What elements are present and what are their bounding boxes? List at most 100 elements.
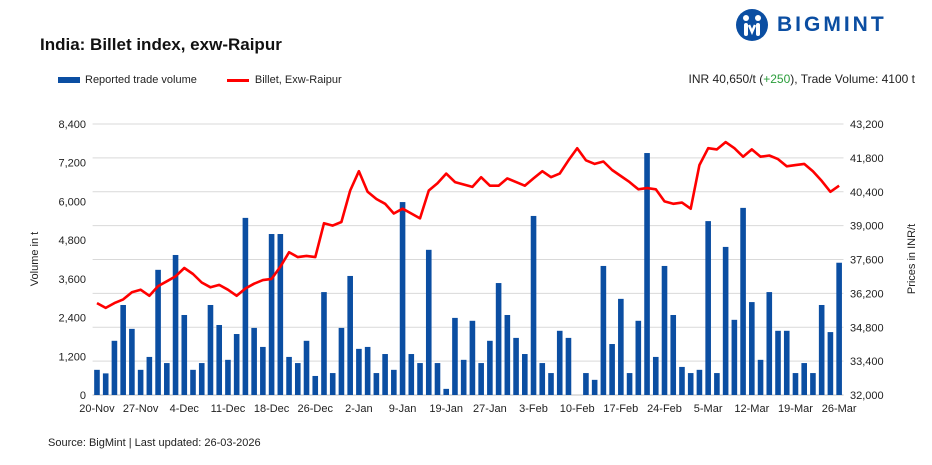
volume-bar <box>775 330 781 395</box>
x-tick-label: 2-Jan <box>345 403 373 415</box>
volume-bar <box>417 363 423 395</box>
volume-bar <box>696 369 703 395</box>
bigmint-logo: BIGMINT <box>735 8 887 42</box>
volume-bar <box>207 304 214 395</box>
volume-bar <box>312 375 319 395</box>
x-tick-label: 3-Feb <box>519 403 548 415</box>
y2-tick-label: 41,800 <box>850 153 884 165</box>
volume-bar <box>749 302 755 395</box>
volume-bar <box>679 366 685 395</box>
legend-swatch-volume <box>58 77 80 83</box>
y2-tick-label: 37,600 <box>850 255 884 267</box>
volume-bar <box>556 330 563 395</box>
summary-rest: ), Trade Volume: 4100 t <box>790 72 915 86</box>
volume-bar <box>522 354 528 395</box>
y-tick-label: 7,200 <box>58 158 86 170</box>
volume-bar <box>469 320 476 395</box>
volume-bar <box>268 234 275 395</box>
y-tick-label: 6,000 <box>58 196 86 208</box>
volume-bar <box>242 217 249 395</box>
legend-swatch-price <box>226 78 249 82</box>
x-tick-label: 26-Dec <box>298 403 334 415</box>
volume-bar <box>670 314 677 395</box>
y-tick-label: 8,400 <box>58 119 86 131</box>
volume-bar <box>321 292 327 395</box>
volume-bar <box>146 356 153 395</box>
volume-bar <box>810 373 816 395</box>
volume-bar <box>495 283 502 395</box>
summary-price: INR 40,650/t ( <box>688 72 764 86</box>
volume-bar <box>198 363 205 395</box>
volume-bar <box>277 234 284 395</box>
volume-bar <box>137 369 144 395</box>
y2-tick-label: 43,200 <box>850 119 884 131</box>
volume-bar <box>425 249 432 395</box>
volume-bar <box>443 388 450 395</box>
price-line <box>96 140 840 310</box>
volume-bar <box>111 340 118 395</box>
volume-bar <box>722 246 729 395</box>
volume-bar <box>260 346 266 395</box>
volume-bar <box>329 373 336 395</box>
volume-bar <box>120 304 126 395</box>
volume-bar <box>618 298 624 395</box>
volume-bar <box>460 359 467 395</box>
x-tick-label: 27-Jan <box>473 403 507 415</box>
volume-bar <box>391 369 397 395</box>
y-tick-label: 1,200 <box>58 351 86 363</box>
volume-bar <box>687 373 694 395</box>
volume-bar <box>652 356 659 395</box>
volume-bar <box>583 373 589 395</box>
volume-bar <box>827 332 834 395</box>
volume-bar <box>766 292 773 395</box>
y2-axis-title: Prices in INR/t <box>906 224 918 294</box>
x-tick-label: 27-Nov <box>123 403 159 415</box>
volume-bar <box>129 328 135 395</box>
bigmint-logo-icon <box>736 9 768 41</box>
x-tick-label: 17-Feb <box>603 403 638 415</box>
x-tick-label: 4-Dec <box>170 403 200 415</box>
volume-bar <box>233 334 240 395</box>
x-tick-label: 5-Mar <box>694 403 723 415</box>
volume-bar <box>190 369 196 395</box>
legend-label-price: Billet, Exw-Raipur <box>254 74 342 86</box>
volume-bar <box>539 363 546 395</box>
x-tick-label: 26-Mar <box>822 403 857 415</box>
x-tick-label: 19-Mar <box>778 403 813 415</box>
x-tick-label: 9-Jan <box>389 403 417 415</box>
chart-title: India: Billet index, exw-Raipur <box>40 35 282 54</box>
volume-bar <box>338 327 345 395</box>
summary-change: +250 <box>763 72 791 86</box>
volume-bar <box>801 363 808 395</box>
volume-bar <box>382 354 388 395</box>
volume-bar <box>225 359 231 395</box>
x-tick-label: 11-Dec <box>211 403 246 415</box>
volume-bar <box>530 215 537 395</box>
y-tick-label: 0 <box>80 390 86 402</box>
volume-bar <box>591 379 598 395</box>
logo-text: BIGMINT <box>777 13 887 36</box>
x-tick-label: 10-Feb <box>560 403 595 415</box>
volume-bar <box>487 340 493 395</box>
volume-bar <box>434 363 441 395</box>
volume-bar <box>783 330 790 395</box>
y2-tick-label: 32,000 <box>850 390 884 402</box>
volume-bar <box>609 344 615 395</box>
price-summary: INR 40,650/t (+250), Trade Volume: 4100 … <box>689 72 915 86</box>
volume-bar <box>294 363 301 395</box>
volume-bar <box>714 373 720 395</box>
volume-bar <box>644 153 650 395</box>
volume-bar <box>373 373 380 395</box>
volume-bar <box>155 269 161 395</box>
volume-bar <box>286 356 292 395</box>
legend: Reported trade volume Billet, Exw-Raipur <box>58 74 342 86</box>
y-axis-title: Volume in t <box>29 232 41 286</box>
y2-tick-label: 40,400 <box>850 187 884 199</box>
x-tick-label: 18-Dec <box>254 403 290 415</box>
x-tick-label: 24-Feb <box>647 403 682 415</box>
volume-bar <box>478 363 484 395</box>
volume-bar <box>164 363 170 395</box>
volume-bar <box>356 348 362 395</box>
source-note: Source: BigMint | Last updated: 26-03-20… <box>48 437 261 449</box>
volume-bar <box>216 324 223 395</box>
